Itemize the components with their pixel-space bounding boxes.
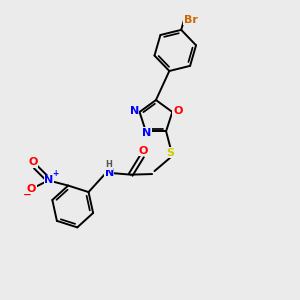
Text: O: O: [28, 158, 38, 167]
Text: N: N: [130, 106, 139, 116]
Text: O: O: [139, 146, 148, 156]
Text: N: N: [142, 128, 151, 138]
Text: Br: Br: [184, 15, 198, 25]
Text: +: +: [52, 169, 58, 178]
Text: N: N: [44, 175, 53, 185]
Text: S: S: [167, 148, 175, 158]
Text: −: −: [23, 190, 32, 200]
Text: H: H: [105, 160, 112, 169]
Text: O: O: [173, 106, 182, 116]
Text: N: N: [105, 168, 114, 178]
Text: O: O: [27, 184, 36, 194]
